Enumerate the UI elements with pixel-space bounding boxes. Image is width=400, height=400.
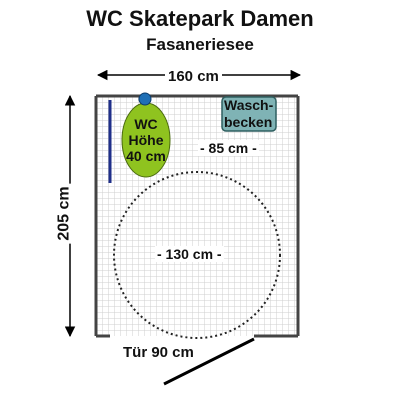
wc-label-line2: Höhe (128, 132, 164, 148)
page-title: WC Skatepark Damen (86, 6, 314, 31)
walls (94, 94, 300, 338)
width-label: 160 cm (165, 69, 222, 82)
door-leaf (163, 337, 255, 386)
door-label: Tür 90 cm (123, 344, 194, 361)
sink (221, 96, 277, 132)
wc-label: WC Höhe 40 cm (122, 116, 170, 164)
wc-label-line1: WC (134, 116, 158, 132)
sink-label-line2: becken (224, 114, 273, 130)
page-subtitle: Fasaneriesee (146, 35, 254, 54)
turning-circle-label: - 130 cm - (155, 246, 224, 262)
wc-cistern (138, 92, 152, 106)
wc-label-line3: 40 cm (126, 148, 166, 164)
wc-to-sink-label: - 85 cm - (198, 140, 259, 156)
height-label: 205 cm (56, 183, 73, 244)
turning-circle (113, 171, 281, 339)
sink-label-line1: Wasch- (224, 97, 274, 113)
sink-label: Wasch- becken (222, 97, 284, 131)
